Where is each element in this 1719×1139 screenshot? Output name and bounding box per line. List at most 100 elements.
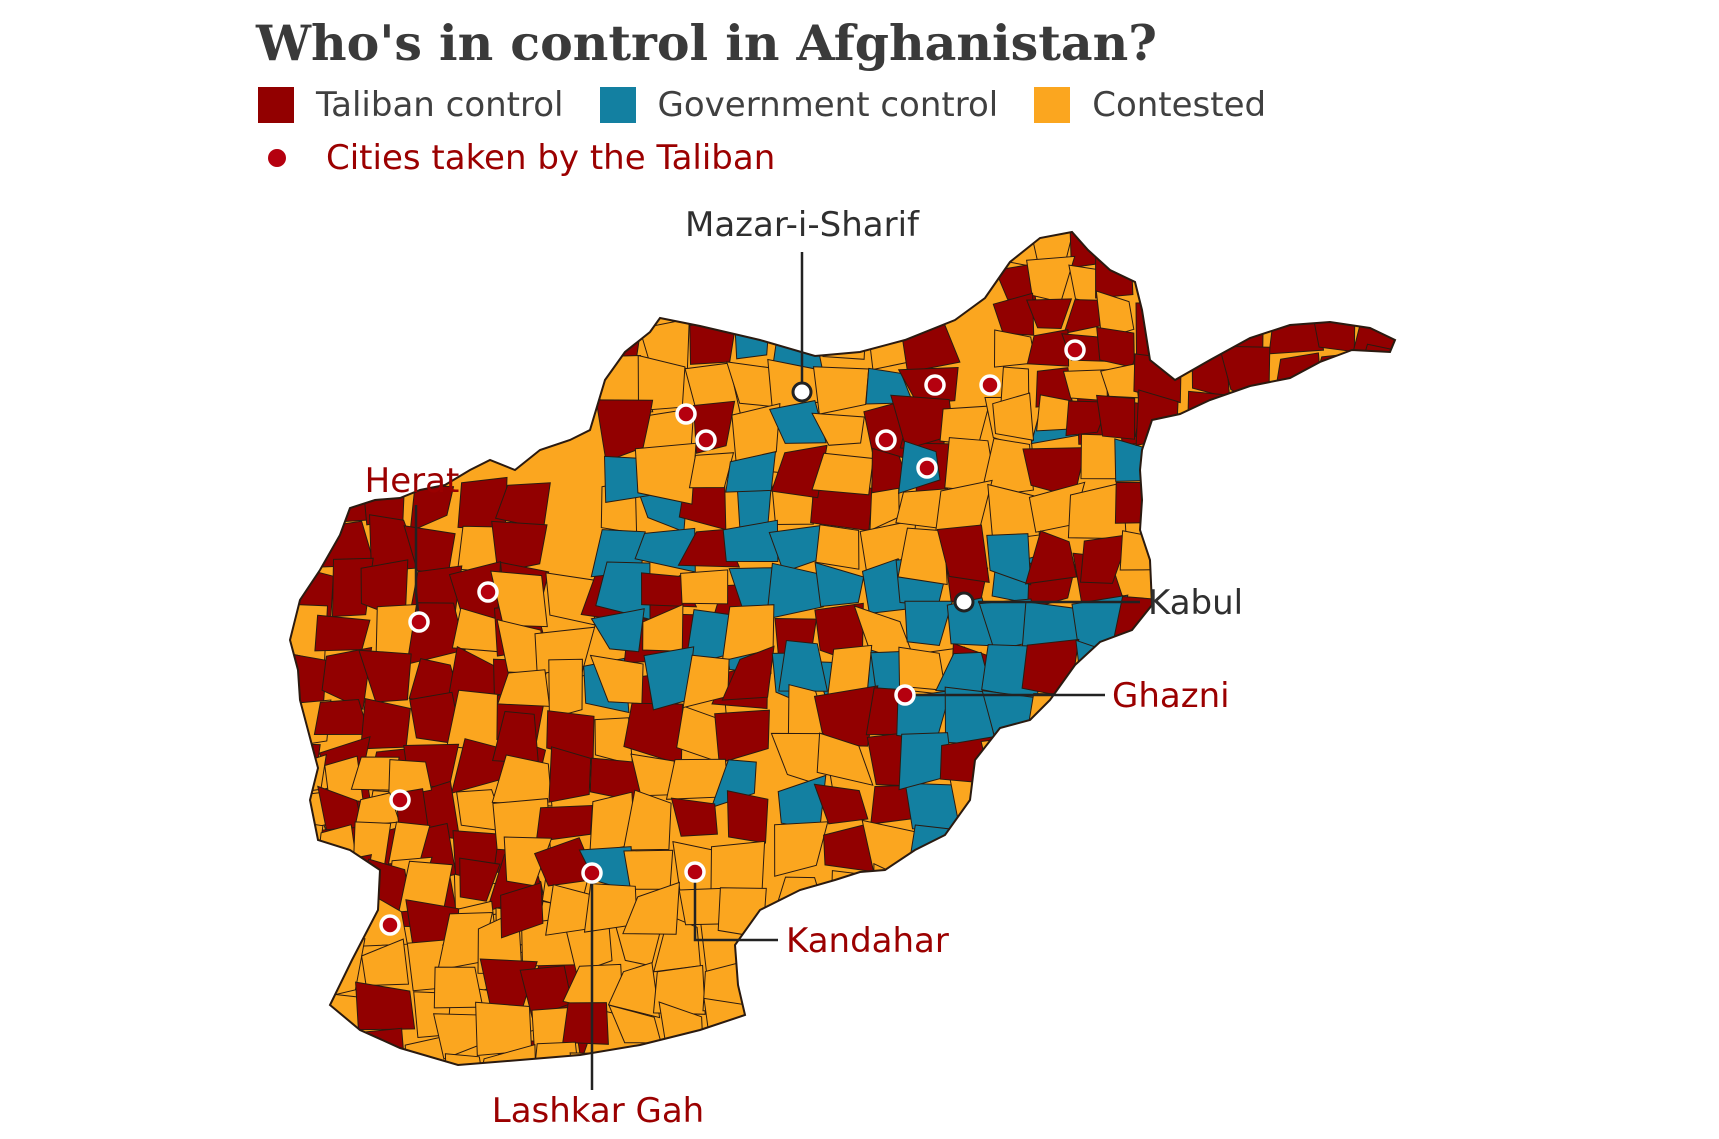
city-marker: [924, 374, 946, 396]
government-swatch: [599, 87, 636, 123]
district-region: [770, 444, 828, 499]
legend-item-taliban: Taliban control: [258, 85, 564, 125]
district-region: [1024, 530, 1078, 585]
district-region: [778, 639, 829, 692]
legend-label-taliban: Taliban control: [316, 85, 564, 125]
city-marker-kabul: [953, 591, 975, 613]
district-region: [748, 912, 788, 970]
district-region: [433, 966, 484, 1009]
legend-item-government: Government control: [599, 85, 999, 125]
district-region: [354, 1027, 407, 1065]
district-region: [688, 452, 735, 489]
city-marker-herat: [408, 611, 430, 633]
city-marker: [379, 914, 401, 936]
district-region: [722, 519, 779, 563]
district-region: [622, 881, 680, 935]
district-region: [1312, 305, 1356, 353]
district-region: [670, 797, 718, 837]
district-region: [290, 867, 332, 928]
district-region: [1025, 298, 1073, 330]
country-outline: [288, 230, 1397, 1067]
district-region: [312, 853, 373, 912]
label-kandahar: Kandahar: [786, 921, 949, 961]
city-marker-lashkar-gah: [581, 862, 603, 884]
district-region: [355, 981, 416, 1031]
district-region: [325, 875, 376, 925]
city-marker: [916, 457, 938, 479]
label-ghazni: Ghazni: [1112, 676, 1230, 716]
city-marker-mazar: [791, 381, 813, 403]
district-region: [774, 821, 829, 877]
district-region: [813, 783, 869, 825]
district-region: [353, 821, 392, 865]
district-region: [830, 870, 867, 922]
district-region: [290, 520, 325, 573]
district-region: [1353, 392, 1395, 444]
district-region: [811, 412, 865, 446]
district-region: [459, 857, 501, 902]
district-region: [444, 1053, 487, 1065]
district-region: [313, 903, 367, 954]
city-marker: [875, 429, 897, 451]
district-region: [992, 392, 1035, 441]
district-region: [548, 746, 592, 803]
district-region: [1136, 232, 1174, 260]
district-region: [314, 614, 371, 652]
district-region: [318, 858, 362, 894]
district-region: [714, 709, 770, 764]
district-region: [361, 938, 410, 987]
district-region: [496, 618, 547, 675]
district-region: [815, 524, 860, 570]
district-region: [816, 732, 874, 786]
district-region: [747, 1047, 803, 1065]
label-kabul: Kabul: [1148, 583, 1243, 623]
district-region: [652, 1044, 715, 1065]
district-region: [290, 471, 321, 530]
district-region: [747, 998, 798, 1052]
district-region: [905, 860, 967, 918]
district-region: [721, 645, 775, 701]
city-marker-ghazni: [894, 684, 916, 706]
city-marker: [675, 403, 697, 425]
district-region: [476, 1044, 537, 1065]
district-region: [1078, 726, 1119, 776]
district-region: [726, 790, 769, 844]
legend-label-government: Government control: [657, 85, 999, 125]
label-herat: Herat: [365, 461, 460, 501]
district-region: [731, 402, 781, 462]
district-region: [741, 955, 786, 1012]
district-region: [1268, 310, 1325, 355]
district-region: [290, 820, 324, 869]
district-region: [548, 658, 583, 720]
district-region: [1021, 638, 1080, 699]
district-region: [992, 292, 1035, 336]
city-dot-icon: [268, 149, 286, 167]
district-region: [290, 854, 332, 897]
district-region: [589, 654, 644, 705]
district-region: [1110, 726, 1169, 774]
district-region: [622, 789, 672, 851]
legend-label-cities: Cities taken by the Taliban: [326, 138, 776, 178]
label-lashkar-gah: Lashkar Gah: [492, 1091, 704, 1131]
city-markers: [379, 339, 1086, 936]
leader-line-kandahar: [693, 872, 778, 942]
district-region: [1114, 481, 1165, 524]
district-region: [652, 964, 706, 1015]
district-region: [1079, 533, 1131, 584]
district-region: [898, 646, 947, 691]
city-marker: [389, 789, 411, 811]
district-region: [321, 646, 373, 711]
legend-label-contested: Contested: [1092, 85, 1267, 125]
city-marker: [979, 374, 1001, 396]
district-region: [986, 533, 1032, 586]
district-region: [873, 862, 921, 921]
district-region: [904, 600, 953, 647]
district-region: [952, 867, 999, 924]
district-region: [490, 570, 548, 628]
district-region: [358, 649, 412, 703]
contested-swatch: [1034, 87, 1071, 123]
district-region: [680, 569, 729, 605]
district-region: [1095, 290, 1135, 340]
district-regions: [290, 232, 1395, 1065]
